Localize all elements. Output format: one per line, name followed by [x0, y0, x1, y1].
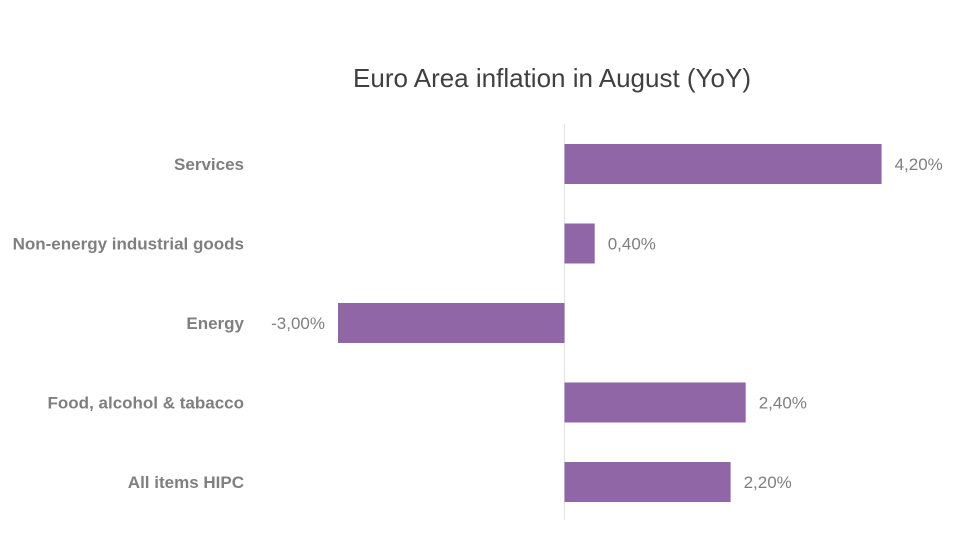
category-label-food-alcohol-and-tabacco: Food, alcohol & tabacco: [48, 394, 244, 413]
data-label-food-alcohol-and-tabacco: 2,40%: [759, 394, 807, 413]
category-label-all-items-hipc: All items HIPC: [128, 473, 244, 492]
chart-title: Euro Area inflation in August (YoY): [353, 63, 751, 93]
category-label-energy: Energy: [186, 314, 244, 333]
category-label-non-energy-industrial-goods: Non-energy industrial goods: [13, 235, 244, 254]
data-label-all-items-hipc: 2,20%: [744, 473, 792, 492]
bar-non-energy-industrial-goods: [564, 223, 595, 264]
data-label-energy: -3,00%: [271, 314, 325, 333]
bar-all-items-hipc: [564, 462, 731, 502]
bar-services: [564, 144, 882, 184]
data-label-non-energy-industrial-goods: 0,40%: [608, 235, 656, 254]
bar-food-alcohol-and-tabacco: [564, 382, 746, 423]
bar-energy: [338, 303, 565, 343]
category-label-services: Services: [174, 155, 244, 174]
data-label-services: 4,20%: [895, 155, 943, 174]
chart-marks: Services 4,20% Non-energy industrial goods…: [13, 144, 943, 502]
